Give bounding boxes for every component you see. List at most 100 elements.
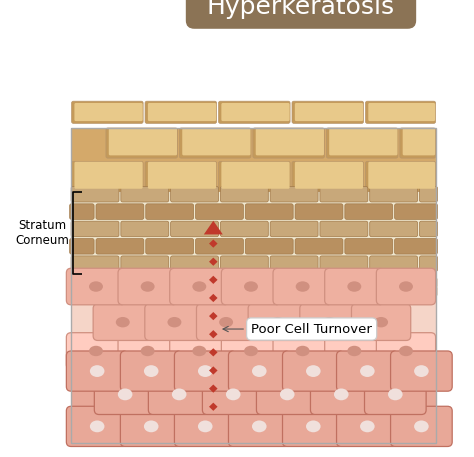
FancyBboxPatch shape [365,101,436,123]
Ellipse shape [141,282,155,292]
FancyBboxPatch shape [365,374,426,414]
Ellipse shape [141,346,155,356]
Ellipse shape [144,365,158,377]
FancyBboxPatch shape [419,256,438,271]
Bar [71,297,436,366]
Polygon shape [209,312,218,320]
Bar [71,128,436,192]
FancyBboxPatch shape [171,287,218,296]
FancyBboxPatch shape [392,278,437,287]
FancyBboxPatch shape [273,268,332,305]
FancyBboxPatch shape [171,256,219,271]
FancyBboxPatch shape [96,204,144,219]
FancyBboxPatch shape [320,186,368,202]
FancyBboxPatch shape [419,186,438,202]
FancyBboxPatch shape [320,256,368,271]
FancyBboxPatch shape [148,374,210,414]
FancyBboxPatch shape [325,333,384,369]
FancyBboxPatch shape [370,256,418,271]
FancyBboxPatch shape [270,221,318,237]
Bar [71,274,436,297]
Ellipse shape [271,317,285,327]
FancyBboxPatch shape [146,239,194,254]
FancyBboxPatch shape [394,239,438,254]
FancyBboxPatch shape [219,161,290,191]
FancyBboxPatch shape [293,278,340,287]
FancyBboxPatch shape [326,128,398,158]
Ellipse shape [399,282,413,292]
FancyBboxPatch shape [74,103,143,121]
Ellipse shape [306,365,320,377]
FancyBboxPatch shape [246,204,293,219]
FancyBboxPatch shape [220,256,268,271]
FancyBboxPatch shape [271,287,318,296]
Bar [71,192,436,274]
FancyBboxPatch shape [295,103,363,121]
FancyBboxPatch shape [220,186,268,202]
FancyBboxPatch shape [72,161,143,191]
FancyBboxPatch shape [228,351,290,391]
FancyBboxPatch shape [171,221,219,237]
FancyBboxPatch shape [368,162,435,189]
Ellipse shape [414,420,428,432]
FancyBboxPatch shape [337,406,398,446]
FancyBboxPatch shape [394,204,438,219]
Ellipse shape [90,420,104,432]
FancyBboxPatch shape [310,374,372,414]
FancyBboxPatch shape [329,128,397,155]
Bar [71,366,436,443]
FancyBboxPatch shape [66,268,126,305]
FancyBboxPatch shape [179,128,251,158]
Ellipse shape [322,317,337,327]
FancyBboxPatch shape [337,351,398,391]
Ellipse shape [89,282,103,292]
FancyBboxPatch shape [182,128,251,155]
Bar [71,128,436,443]
FancyBboxPatch shape [171,186,219,202]
FancyBboxPatch shape [283,406,344,446]
Ellipse shape [172,388,186,400]
FancyBboxPatch shape [370,221,418,237]
FancyBboxPatch shape [195,204,243,219]
Ellipse shape [306,420,320,432]
Ellipse shape [399,346,413,356]
FancyBboxPatch shape [391,406,452,446]
FancyBboxPatch shape [106,128,178,158]
FancyBboxPatch shape [186,0,416,29]
Polygon shape [209,330,218,338]
FancyBboxPatch shape [145,101,217,123]
Ellipse shape [192,282,206,292]
FancyBboxPatch shape [70,239,94,254]
FancyBboxPatch shape [376,268,436,305]
FancyBboxPatch shape [148,103,216,121]
FancyBboxPatch shape [295,239,343,254]
Ellipse shape [414,365,428,377]
Ellipse shape [167,317,182,327]
FancyBboxPatch shape [273,333,332,369]
Ellipse shape [89,346,103,356]
FancyBboxPatch shape [320,221,368,237]
FancyBboxPatch shape [193,278,240,287]
FancyBboxPatch shape [202,374,264,414]
FancyBboxPatch shape [174,351,236,391]
FancyBboxPatch shape [345,204,392,219]
FancyBboxPatch shape [121,221,169,237]
Ellipse shape [347,282,361,292]
Ellipse shape [360,365,374,377]
FancyBboxPatch shape [93,304,153,340]
FancyBboxPatch shape [325,268,384,305]
Ellipse shape [198,365,212,377]
FancyBboxPatch shape [256,128,324,155]
FancyBboxPatch shape [74,162,143,189]
FancyBboxPatch shape [70,278,91,287]
FancyBboxPatch shape [345,239,392,254]
FancyBboxPatch shape [70,204,94,219]
Ellipse shape [334,388,348,400]
FancyBboxPatch shape [365,161,436,191]
Polygon shape [209,384,218,393]
FancyBboxPatch shape [221,103,290,121]
FancyBboxPatch shape [144,278,191,287]
Polygon shape [204,221,223,234]
Polygon shape [209,294,218,302]
FancyBboxPatch shape [94,374,156,414]
